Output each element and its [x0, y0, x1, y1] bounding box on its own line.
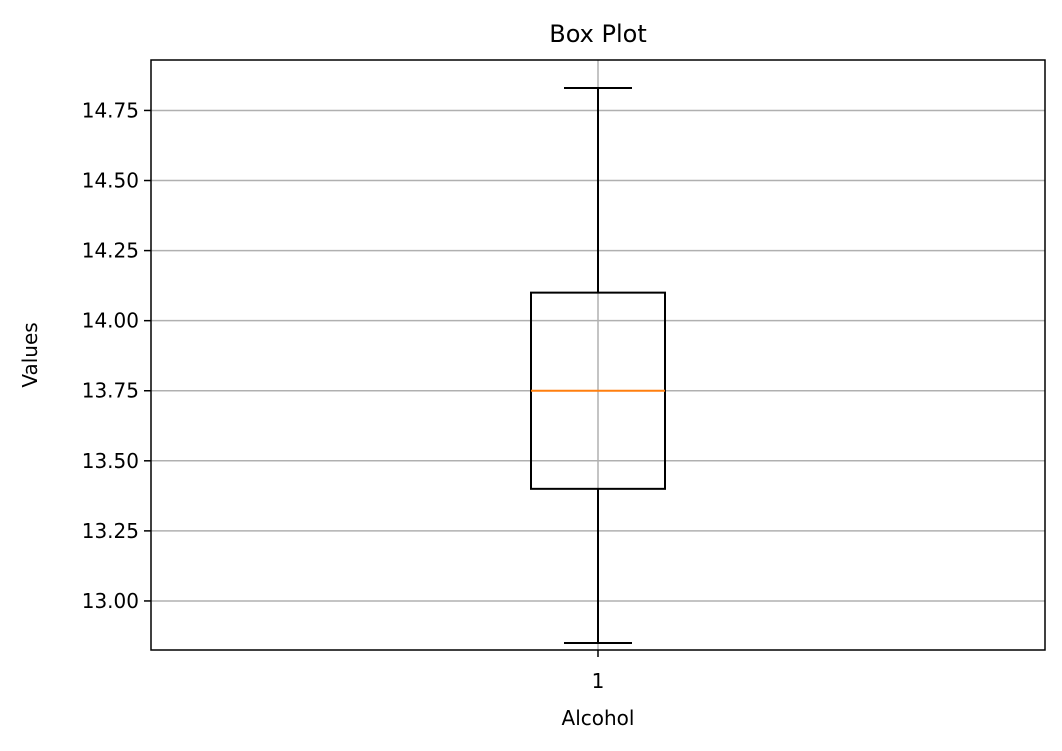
y-tick-label: 13.00 [82, 589, 139, 613]
y-tick-label: 14.50 [82, 169, 139, 193]
boxes [530, 87, 666, 644]
x-axis-ticks: 1 [592, 650, 605, 693]
y-axis-label: Values [18, 322, 42, 387]
x-axis-label: Alcohol [562, 706, 635, 730]
chart-title: Box Plot [549, 20, 646, 48]
y-tick-label: 14.00 [82, 309, 139, 333]
y-axis-ticks: 13.00 13.25 13.50 13.75 14.00 14.25 14.50 14.75 [82, 98, 151, 613]
y-tick-label: 14.25 [82, 239, 139, 263]
y-tick-label: 14.75 [82, 98, 139, 122]
y-tick-label: 13.75 [82, 379, 139, 403]
x-tick-label: 1 [592, 669, 605, 693]
y-tick-label: 13.25 [82, 519, 139, 543]
y-tick-label: 13.50 [82, 449, 139, 473]
